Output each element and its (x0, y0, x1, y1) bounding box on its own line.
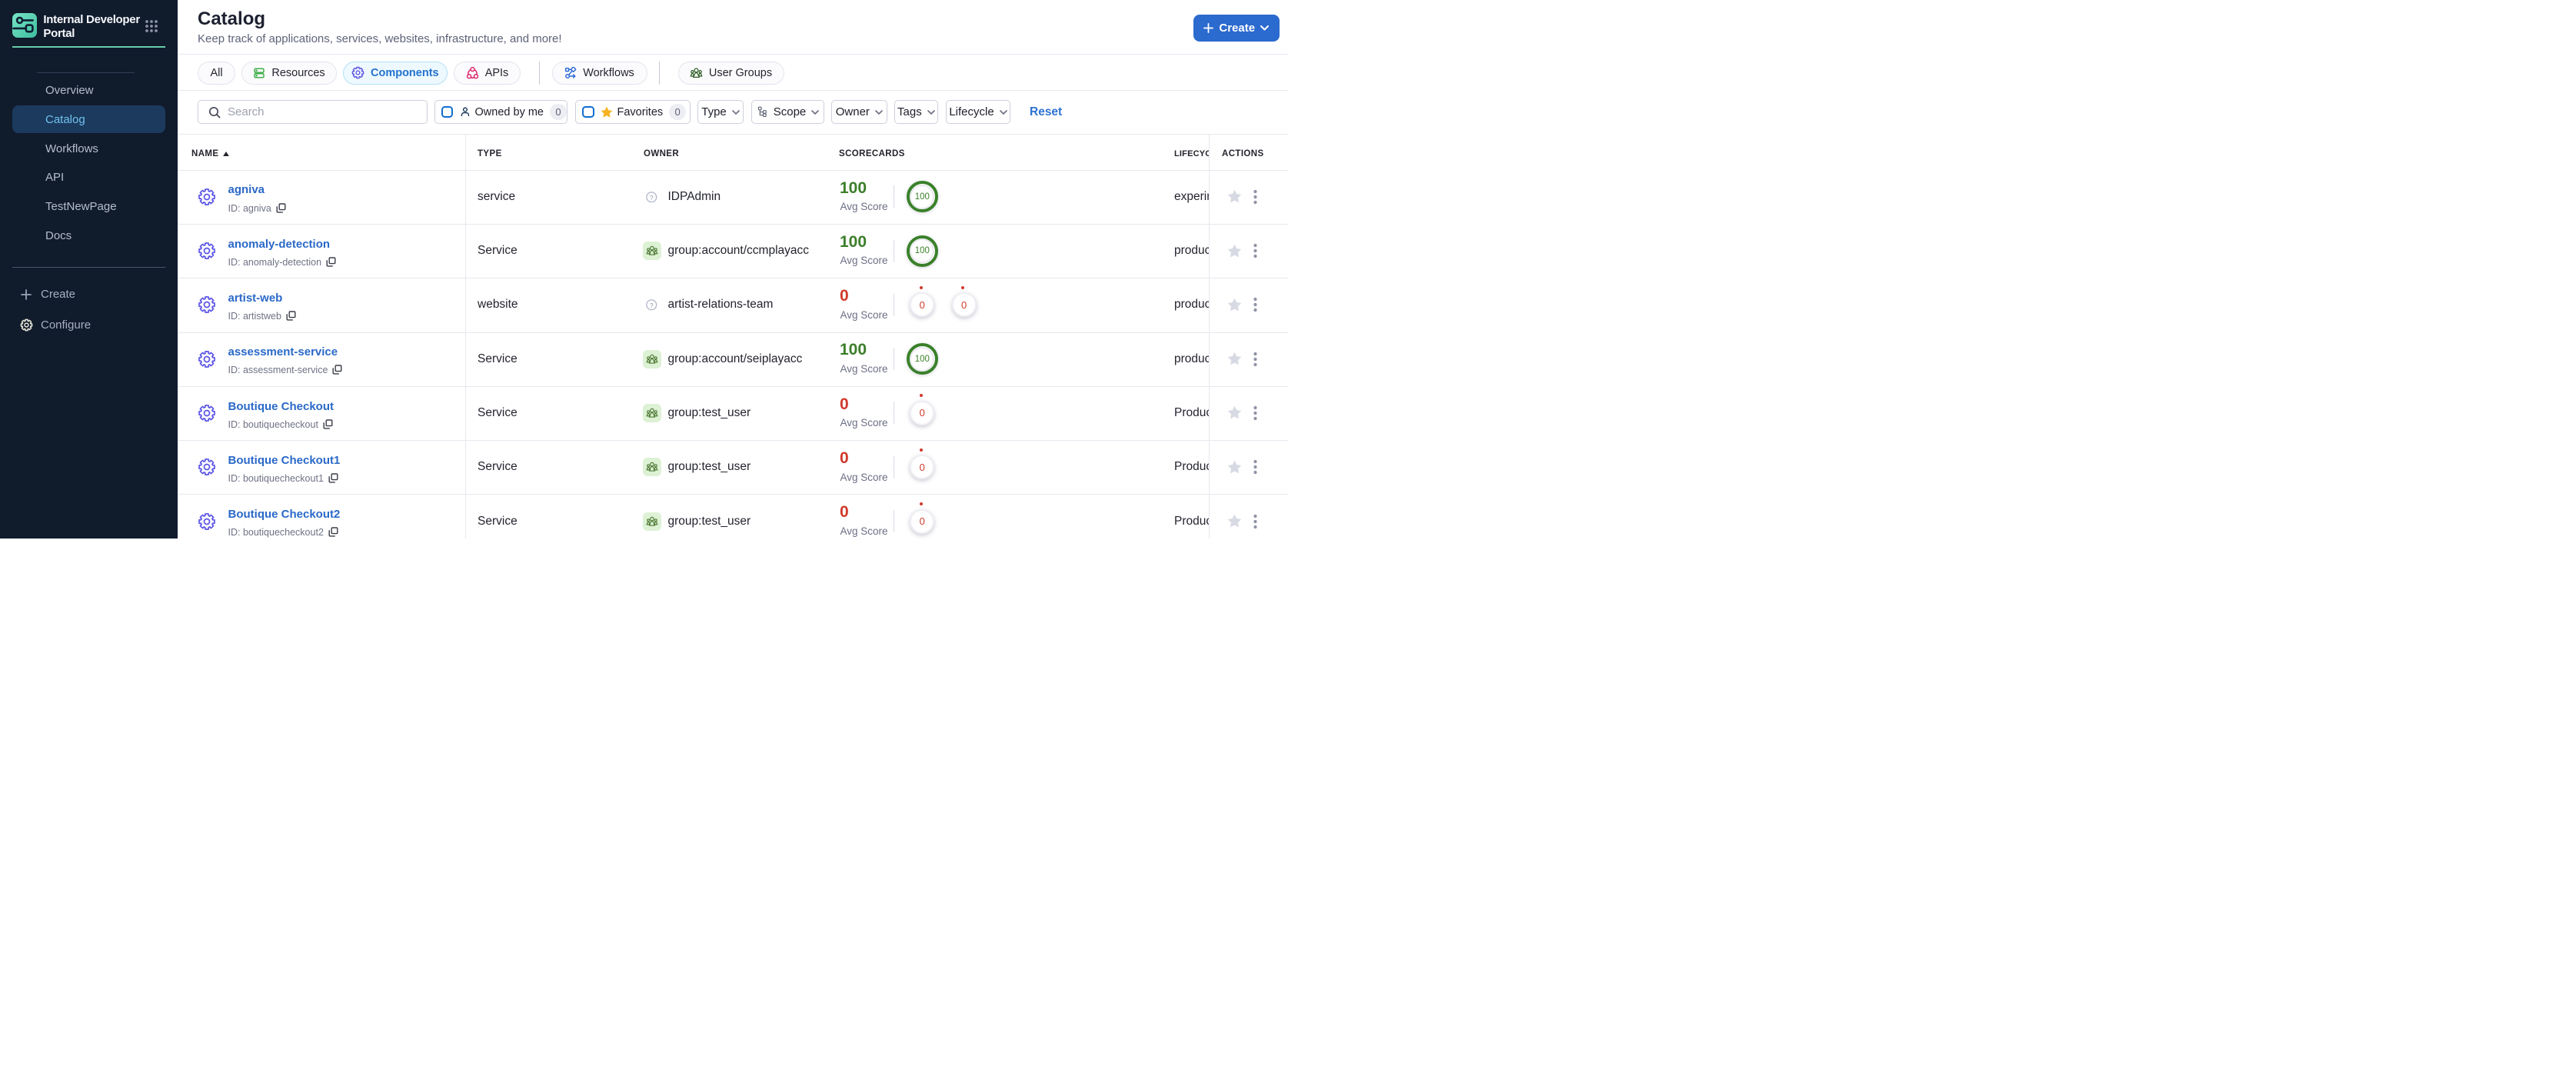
svg-text:?: ? (650, 193, 654, 201)
svg-text:?: ? (650, 302, 654, 309)
